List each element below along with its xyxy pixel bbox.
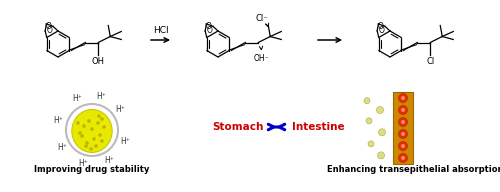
Circle shape: [378, 129, 386, 136]
Text: H⁺: H⁺: [104, 156, 115, 165]
Circle shape: [85, 141, 89, 145]
Circle shape: [398, 105, 407, 114]
Circle shape: [398, 118, 407, 127]
Circle shape: [96, 121, 100, 125]
Circle shape: [80, 134, 84, 138]
Text: H⁺: H⁺: [57, 143, 66, 152]
Text: Stomach: Stomach: [212, 122, 264, 132]
Circle shape: [90, 127, 94, 131]
Circle shape: [100, 117, 104, 121]
Circle shape: [401, 108, 405, 112]
Circle shape: [401, 156, 405, 160]
Text: O: O: [378, 26, 384, 35]
Text: H⁺: H⁺: [120, 137, 130, 146]
Circle shape: [94, 144, 98, 148]
Circle shape: [97, 114, 101, 118]
Circle shape: [89, 147, 93, 151]
Circle shape: [398, 142, 407, 151]
Circle shape: [98, 133, 102, 137]
Circle shape: [66, 104, 118, 156]
Text: OH⁻: OH⁻: [254, 54, 269, 63]
Circle shape: [401, 132, 405, 136]
Circle shape: [398, 129, 407, 138]
Circle shape: [401, 144, 405, 148]
Circle shape: [401, 120, 405, 124]
Text: H⁺: H⁺: [78, 159, 88, 168]
Circle shape: [100, 139, 104, 143]
Circle shape: [364, 98, 370, 104]
Text: H⁺: H⁺: [72, 94, 82, 103]
Circle shape: [87, 119, 91, 123]
Circle shape: [398, 153, 407, 162]
Text: OH: OH: [92, 57, 105, 66]
Circle shape: [102, 125, 106, 129]
Circle shape: [78, 131, 82, 135]
Circle shape: [84, 144, 88, 148]
Text: Cl: Cl: [426, 56, 434, 65]
Text: HCl: HCl: [152, 26, 168, 35]
Circle shape: [366, 118, 372, 124]
Text: H⁺: H⁺: [54, 116, 63, 125]
Text: O: O: [46, 26, 52, 35]
Text: O: O: [377, 22, 383, 31]
Circle shape: [401, 96, 405, 100]
Circle shape: [376, 107, 384, 113]
Circle shape: [368, 141, 374, 147]
Text: Intestine: Intestine: [292, 122, 344, 132]
Text: O: O: [45, 22, 51, 31]
Circle shape: [92, 137, 96, 141]
Circle shape: [398, 94, 407, 103]
Bar: [393, 92, 413, 164]
Text: O: O: [206, 26, 212, 35]
Text: Enhancing transepithelial absorption: Enhancing transepithelial absorption: [327, 166, 500, 175]
Circle shape: [378, 152, 384, 159]
Circle shape: [82, 124, 86, 128]
Circle shape: [76, 121, 80, 125]
Text: O: O: [205, 22, 211, 31]
Text: H⁺: H⁺: [96, 92, 106, 101]
Ellipse shape: [72, 110, 112, 152]
Text: Cl⁻: Cl⁻: [256, 14, 268, 23]
Text: H⁺: H⁺: [116, 105, 126, 114]
Text: Improving drug stability: Improving drug stability: [34, 166, 150, 175]
